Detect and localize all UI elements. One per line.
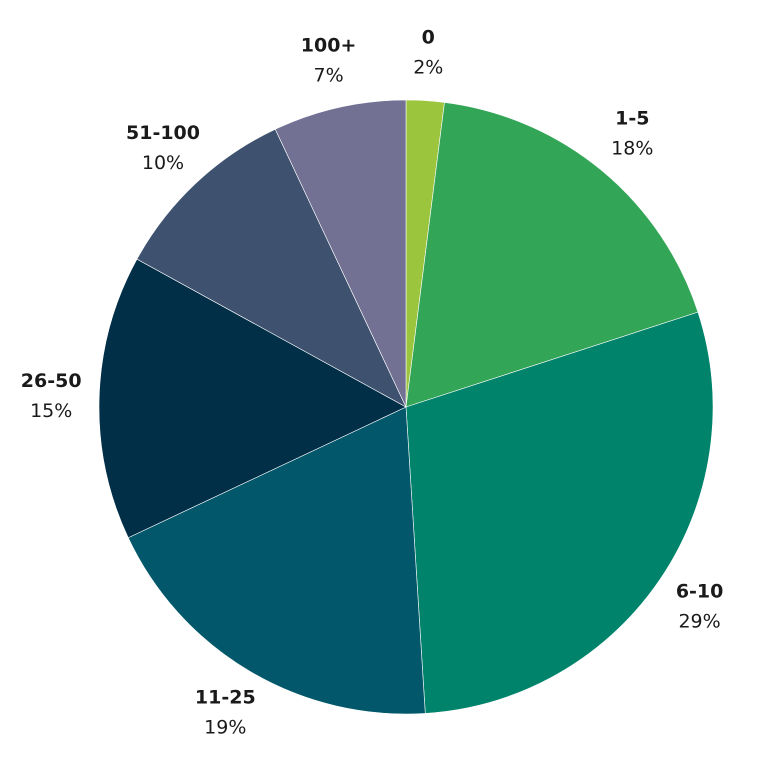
slice-category-label: 51-100	[126, 122, 200, 144]
slice-label-6-10: 6-10 29%	[676, 581, 724, 633]
slice-label-100-plus: 100+ 7%	[301, 35, 357, 87]
slice-percent-label: 29%	[678, 611, 720, 633]
slice-category-label: 100+	[301, 35, 357, 57]
slice-label-51-100: 51-100 10%	[126, 122, 200, 174]
slice-category-label: 0	[422, 27, 435, 49]
labels-layer: 02%1-518%6-1029%11-2519%26-5015%51-10010…	[21, 27, 724, 739]
slice-category-label: 1-5	[615, 108, 649, 130]
slice-category-label: 11-25	[195, 687, 256, 709]
slice-percent-label: 15%	[30, 400, 72, 422]
slice-percent-label: 2%	[413, 57, 443, 79]
slices-layer	[98, 99, 714, 715]
pie-slice-26-50	[98, 258, 407, 539]
slice-label-0: 02%	[413, 27, 443, 79]
slice-percent-label: 10%	[142, 152, 184, 174]
pie-slice-100-plus	[274, 99, 407, 408]
slice-percent-label: 7%	[314, 65, 344, 87]
slice-category-label: 26-50	[21, 370, 82, 392]
slice-label-26-50: 26-50 15%	[21, 370, 82, 422]
pie-slice-6-10	[405, 311, 714, 714]
slice-percent-label: 18%	[611, 138, 653, 160]
pie-slice-51-100	[136, 128, 407, 408]
pie-slice-11-25	[127, 406, 426, 715]
slice-label-11-25: 11-25 19%	[195, 687, 256, 739]
slice-category-label: 6-10	[676, 581, 724, 603]
slice-label-1-5: 1-518%	[611, 108, 653, 160]
slice-percent-label: 19%	[204, 717, 246, 739]
pie-slice-1-5	[405, 102, 699, 408]
